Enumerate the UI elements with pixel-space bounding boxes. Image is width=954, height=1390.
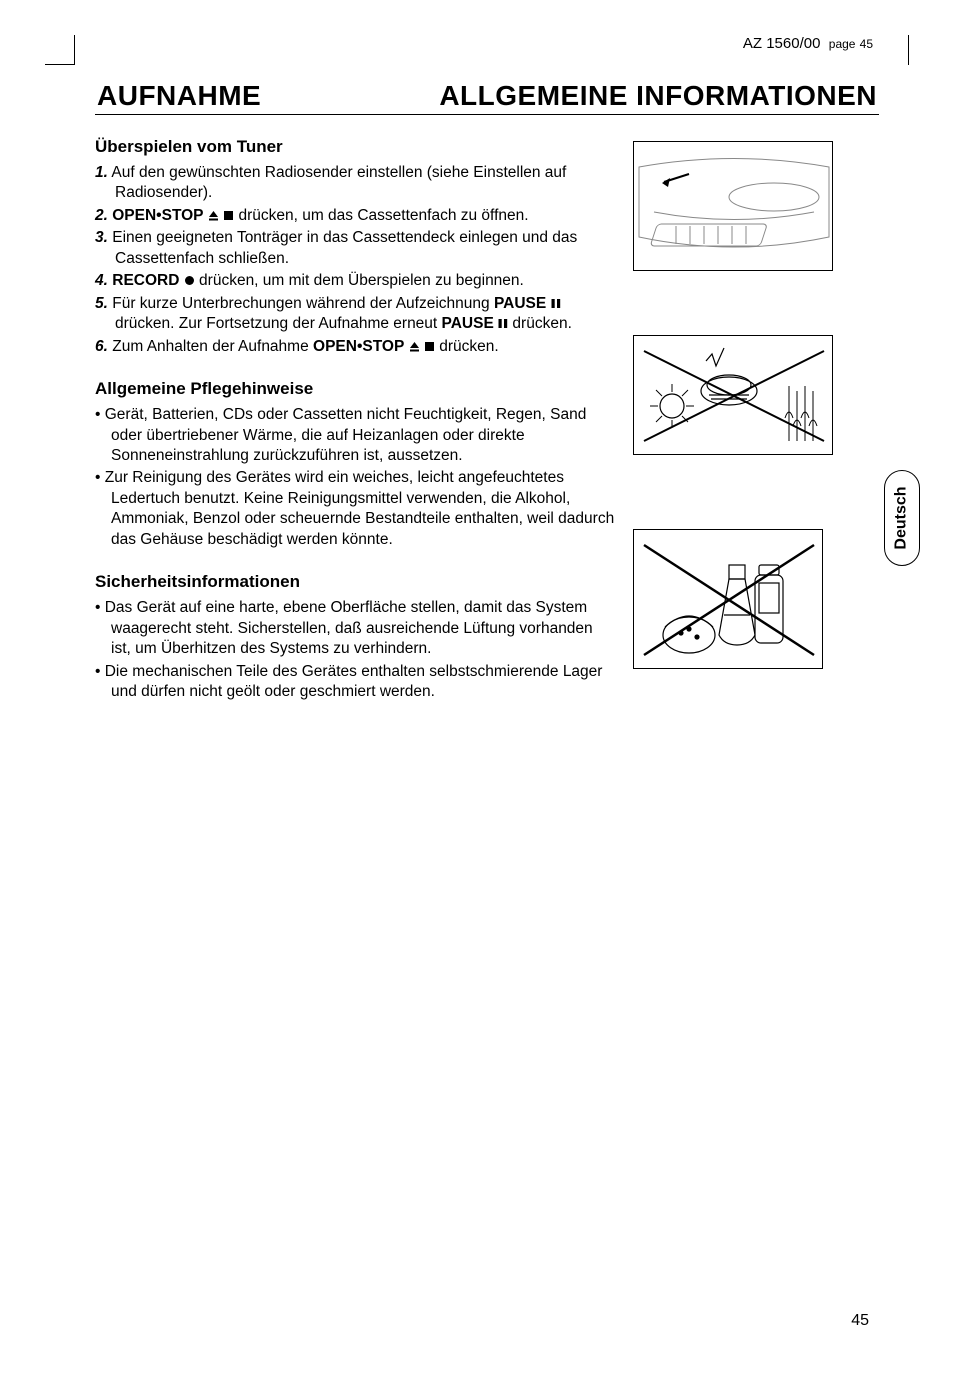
stop-icon [223,210,234,221]
step-num: 4. [95,272,108,289]
list-item: Zur Reinigung des Gerätes wird ein weich… [95,468,615,550]
model-label: AZ 1560/00 [743,35,821,52]
page-label: page [829,37,856,51]
step-6: 6. Zum Anhalten der Aufnahme OPEN•STOP d… [95,337,615,357]
page-container: AZ 1560/00 page 45 AUFNAHME ALLGEMEINE I… [0,0,954,1390]
language-tab: Deutsch [884,470,920,566]
figure-no-chemicals [633,529,823,669]
step-text: drücken. Zur Fortsetzung der Aufnahme er… [115,315,442,332]
content-columns: Überspielen vom Tuner 1. Auf den gewünsc… [95,133,879,705]
step-text: drücken, um das Cassettenfach zu öffnen. [234,207,528,224]
stop-icon [424,341,435,352]
step-num: 3. [95,229,108,246]
eject-icon [409,341,420,352]
step-num: 1. [95,164,108,181]
list-item: Gerät, Batterien, CDs oder Cassetten nic… [95,405,615,466]
button-label: OPEN•STOP [313,338,404,355]
section2-list: Gerät, Batterien, CDs oder Cassetten nic… [95,405,615,550]
step-text: Zum Anhalten der Aufnahme [112,338,313,355]
figure-column [633,133,853,705]
title-row: AUFNAHME ALLGEMEINE INFORMATIONEN [95,80,879,115]
step-text: drücken, um mit dem Überspielen zu begin… [195,272,524,289]
step-text: drücken. [508,315,572,332]
button-label: OPEN•STOP [112,207,203,224]
step-text: Für kurze Unterbrechungen während der Au… [112,295,494,312]
step-1: 1. Auf den gewünschten Radiosender einst… [95,163,615,204]
list-item: Die mechanischen Teile des Gerätes entha… [95,662,615,703]
section2-heading: Allgemeine Pflegehinweise [95,379,615,399]
section3-list: Das Gerät auf eine harte, ebene Oberfläc… [95,598,615,702]
title-left: AUFNAHME [95,80,261,112]
list-item: Das Gerät auf eine harte, ebene Oberfläc… [95,598,615,659]
section3-heading: Sicherheitsinformationen [95,572,615,592]
step-num: 2. [95,207,108,224]
pause-icon [551,298,561,309]
step-2: 2. OPEN•STOP drücken, um das Cassettenfa… [95,206,615,226]
step-num: 6. [95,338,108,355]
text-column: Überspielen vom Tuner 1. Auf den gewünsc… [95,133,615,705]
language-label: Deutsch [893,486,911,549]
step-text: Einen geeigneten Tonträger in das Casset… [112,229,577,266]
button-label: PAUSE [442,315,494,332]
button-label: RECORD [112,272,179,289]
footer-page-number: 45 [851,1312,869,1330]
header-meta: AZ 1560/00 page 45 [95,35,879,52]
step-3: 3. Einen geeigneten Tonträger in das Cas… [95,228,615,269]
step-5: 5. Für kurze Unterbrechungen während der… [95,294,615,335]
figure-no-sun-moisture [633,335,833,455]
section1-heading: Überspielen vom Tuner [95,137,615,157]
step-text: drücken. [435,338,499,355]
record-icon [184,275,195,286]
step-text: Auf den gewünschten Radiosender einstell… [111,164,566,201]
section1-steps: 1. Auf den gewünschten Radiosender einst… [95,163,615,357]
step-num: 5. [95,295,108,312]
step-4: 4. RECORD drücken, um mit dem Überspiele… [95,271,615,291]
page-num-header: 45 [860,37,873,51]
figure-cassette-deck [633,141,833,271]
pause-icon [498,318,508,329]
button-label: PAUSE [494,295,546,312]
eject-icon [208,210,219,221]
title-right: ALLGEMEINE INFORMATIONEN [439,80,879,112]
